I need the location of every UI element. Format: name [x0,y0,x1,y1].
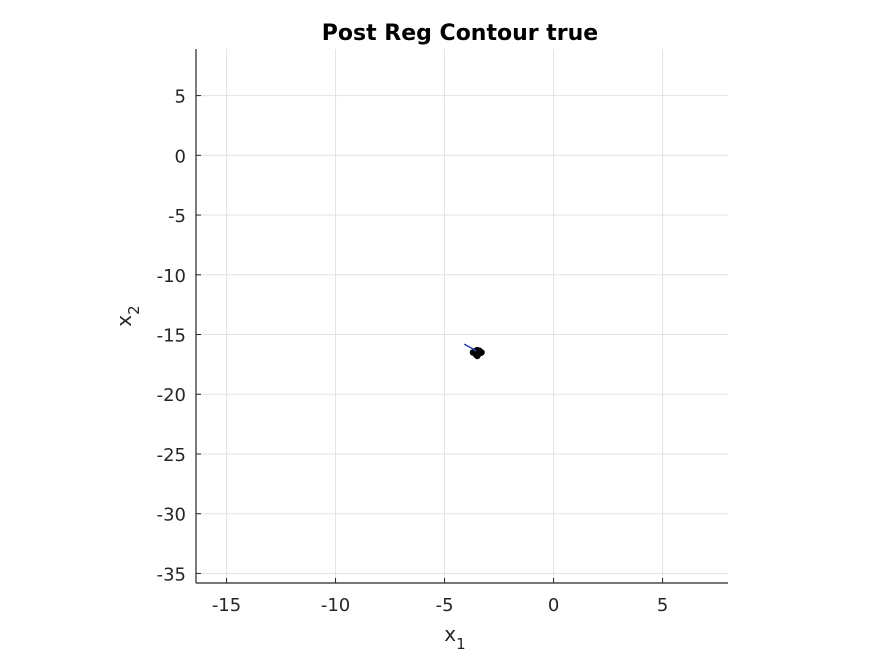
y-tick-label: -10 [157,266,186,287]
x-ticks: -15 -10 -5 0 5 [212,578,668,616]
y-tick-label: 0 [175,146,186,167]
plot-series [463,343,485,360]
x-tick-label: 5 [657,595,668,616]
y-tick-label: -15 [157,326,186,347]
y-axis-label-sub: 2 [125,305,143,315]
y-tick-label: -35 [157,564,186,585]
y-axis-label: x2 [112,305,143,326]
y-tick-label: -25 [157,445,186,466]
axes [195,49,728,584]
x-tick-label: 0 [548,595,559,616]
x-axis-label: x1 [444,622,465,653]
y-tick-label: -5 [168,206,186,227]
y-ticks: 5 0 -5 -10 -15 -20 -25 -30 -35 [157,87,201,585]
y-tick-label: -30 [157,505,186,526]
x-axis-label-sub: 1 [456,635,466,653]
grid [196,49,728,583]
contour-line [463,343,477,352]
chart-title: Post Reg Contour true [322,21,598,46]
x-tick-label: -5 [436,595,454,616]
x-tick-label: -15 [212,595,241,616]
y-axis-label-base: x [112,315,136,327]
x-tick-label: -10 [321,595,350,616]
y-tick-label: -20 [157,385,186,406]
y-tick-label: 5 [175,87,186,108]
x-axis-label-base: x [444,622,456,646]
